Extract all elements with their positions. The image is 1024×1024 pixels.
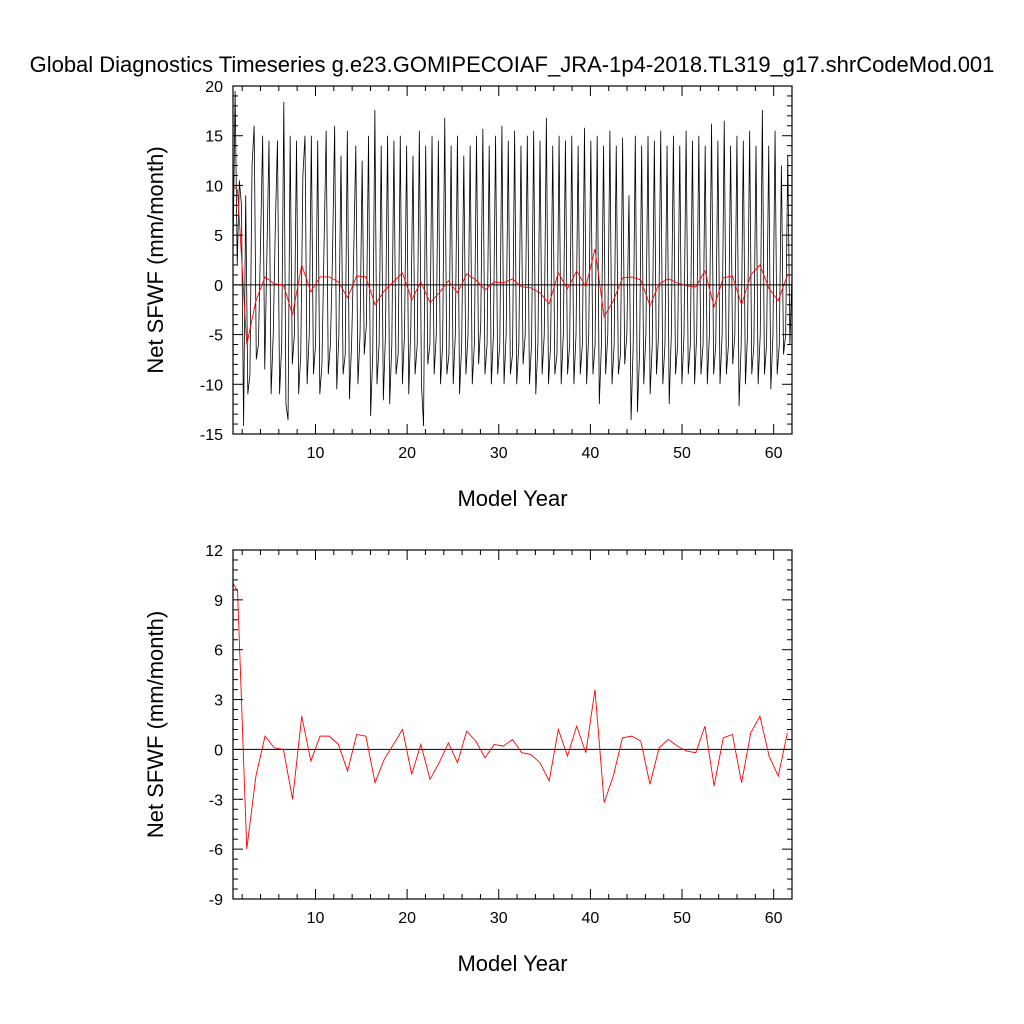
y-tick-label: -5	[209, 328, 223, 345]
x-tick-label: 50	[673, 445, 691, 462]
top-panel: 10 20 30 40 50 60 -15 -10 -5 0 5 10 15 20 Model Year Ne…	[143, 79, 793, 511]
y-tick-label: -15	[200, 427, 223, 444]
plot-frame	[232, 85, 793, 435]
x-tick-label: 10	[307, 445, 325, 462]
y-tick-label: 15	[205, 129, 223, 146]
x-tick-label: 20	[398, 445, 416, 462]
y-tick-label: 12	[205, 543, 223, 560]
y-tick-label: -3	[209, 792, 223, 809]
series-line-monthly	[233, 90, 792, 427]
y-tick-label: 5	[214, 228, 223, 245]
y-tick-label: 10	[205, 178, 223, 195]
y-tick-label: 20	[205, 79, 223, 96]
bottom-panel: 10 20 30 40 50 60 -9 -6 -3 0 3 6 9 12 Model Year Net SF…	[143, 543, 793, 976]
y-tick-label: 3	[214, 693, 223, 710]
x-tick-label: 30	[490, 445, 508, 462]
figure-title: Global Diagnostics Timeseries g.e23.GOMI…	[30, 52, 995, 77]
y-tick-label: 0	[214, 278, 223, 295]
x-axis-label: Model Year	[457, 486, 567, 511]
y-axis-label: Net SFWF (mm/month)	[143, 611, 168, 838]
x-tick-label: 20	[398, 910, 416, 927]
y-tick-label: -10	[200, 377, 223, 394]
y-axis-label: Net SFWF (mm/month)	[143, 146, 168, 373]
y-tick-label: -9	[209, 892, 223, 909]
x-tick-label: 60	[765, 445, 783, 462]
x-tick-label: 30	[490, 910, 508, 927]
x-tick-label: 40	[581, 910, 599, 927]
y-tick-label: 0	[214, 742, 223, 759]
y-tick-label: -6	[209, 842, 223, 859]
y-tick-label: 9	[214, 593, 223, 610]
x-tick-label: 60	[765, 910, 783, 927]
x-axis-label: Model Year	[457, 951, 567, 976]
x-tick-label: 40	[581, 445, 599, 462]
y-tick-label: 6	[214, 643, 223, 660]
x-tick-label: 10	[307, 910, 325, 927]
plot-frame	[232, 549, 793, 900]
series-line-annual-mean	[233, 185, 788, 345]
series-line-annual-mean	[233, 583, 788, 850]
x-tick-label: 50	[673, 910, 691, 927]
